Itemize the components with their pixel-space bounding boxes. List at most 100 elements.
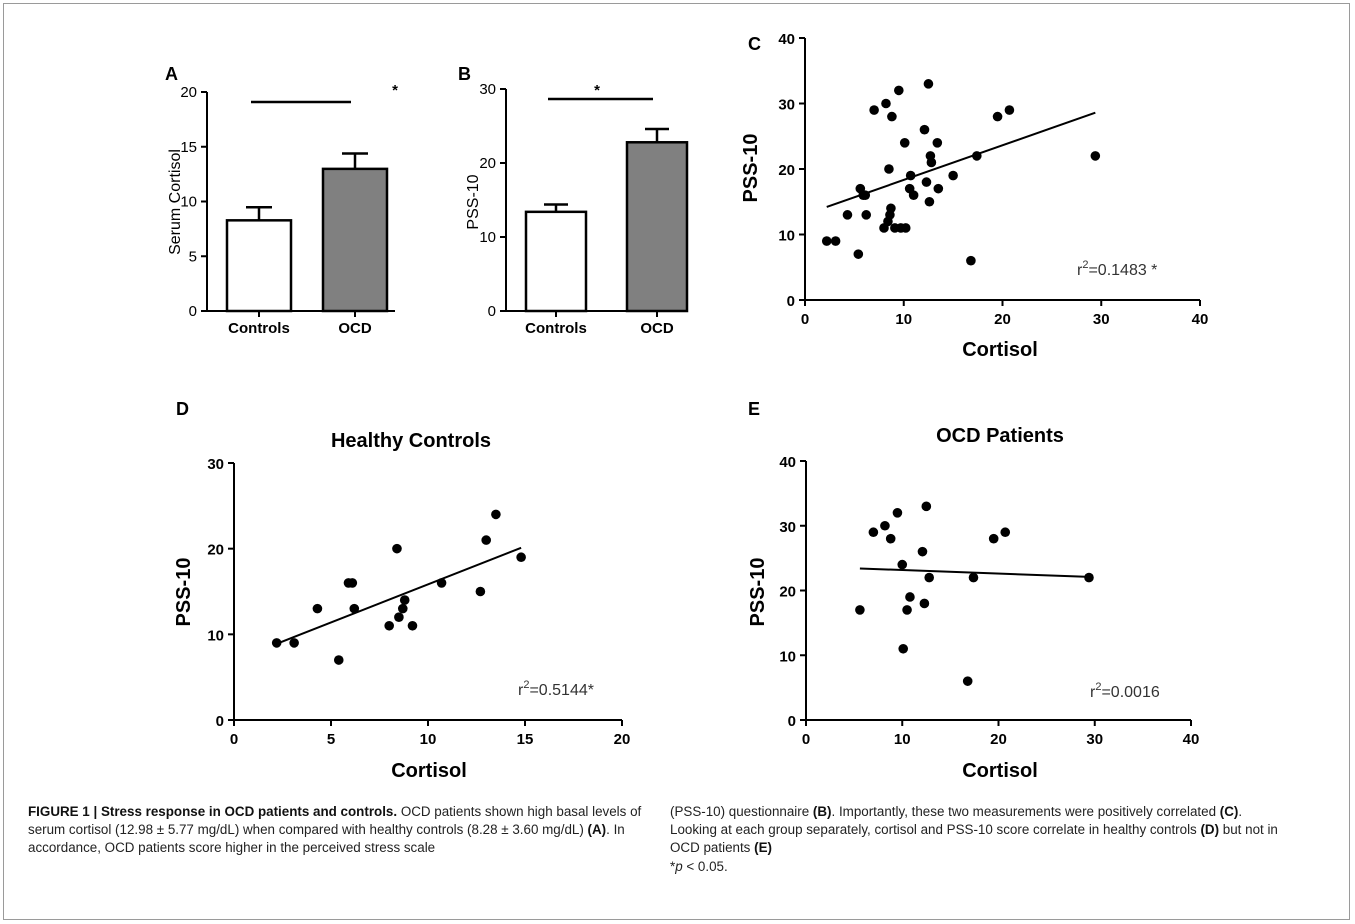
panel-c-xtick-label: 10 — [895, 311, 912, 328]
panel-a-bar-ocd — [321, 167, 389, 313]
panel-c-data-point — [842, 210, 853, 220]
panel-e-xtick-label: 20 — [990, 731, 1007, 748]
panel-a-bar-controls — [225, 219, 293, 313]
panel-c-ytick-label: 20 — [778, 162, 795, 179]
panel-e-data-point — [924, 572, 934, 583]
panel-b-ytick-label: 10 — [479, 229, 496, 246]
panel-e-data-point — [968, 572, 979, 583]
panel-c-ytick-label: 40 — [778, 31, 795, 48]
panel-e-data-point — [880, 520, 890, 531]
panel-c-data-point — [1090, 151, 1101, 161]
panel-c-data-point — [884, 164, 894, 174]
panel-c-plot: 0 10 20 30 40 0 10 20 30 40 — [778, 31, 1208, 328]
panel-c-data-point — [881, 98, 891, 109]
panel-e-data-point — [1000, 527, 1011, 538]
panel-e-data-point — [885, 533, 896, 544]
panel-c-data-point — [860, 190, 871, 200]
caption-text-7: * — [670, 858, 676, 874]
panel-e-ytick-label: 30 — [779, 519, 796, 536]
panel-c-xtick-label: 0 — [801, 311, 809, 328]
panel-c-ytick-label: 30 — [778, 97, 795, 114]
caption-text-3: (PSS-10) questionnaire — [670, 804, 813, 819]
caption-text-2: . In accordance, OCD patients score high… — [28, 822, 625, 856]
panel-e-ytick-label: 40 — [779, 454, 796, 471]
panel-b-ytick-label: 20 — [479, 155, 496, 172]
panel-e-ytick-label: 0 — [788, 713, 796, 730]
panel-a: A Serum Cortisol * 0 5 10 15 20 Controls OCD — [165, 64, 398, 337]
caption-text-1: OCD patients shown high basal levels of … — [28, 804, 642, 838]
panel-e-data-point — [962, 676, 973, 686]
panel-b-ytick-label: 30 — [479, 81, 496, 98]
panel-e-xlabel: Cortisol — [962, 760, 1038, 782]
panel-c-data-point — [830, 236, 841, 246]
panel-e-xtick-label: 0 — [802, 731, 810, 748]
panel-c-data-point — [921, 177, 932, 187]
panel-c-data-point — [821, 236, 832, 246]
panel-d-xtick-label: 20 — [614, 731, 631, 748]
panel-e-ylabel: PSS-10 — [747, 558, 769, 627]
panel-letter-c: C — [748, 34, 761, 54]
panel-d-data-point — [407, 620, 418, 631]
panel-c-ylabel: PSS-10 — [740, 134, 762, 203]
panel-e-data-point — [892, 508, 903, 518]
panel-c-data-point — [1004, 105, 1015, 115]
panel-a-category-label: OCD — [338, 320, 372, 337]
panel-b: B PSS-10 * 0 10 20 30 Controls OCD — [458, 64, 689, 337]
panel-e-title: OCD Patients — [936, 425, 1064, 447]
panel-letter-b: B — [458, 64, 471, 84]
panel-e-data-point — [1084, 572, 1094, 583]
panel-d-ytick-label: 30 — [207, 456, 224, 473]
panel-d-xlabel: Cortisol — [391, 760, 467, 782]
caption-ref-d: (D) — [1200, 822, 1220, 838]
panel-d-data-point — [491, 509, 501, 520]
panel-c-data-point — [926, 157, 937, 168]
panel-b-bar-ocd — [625, 141, 689, 313]
figure-caption: FIGURE 1 | Stress response in OCD patien… — [28, 803, 1328, 921]
caption-right-column: (PSS-10) questionnaire (B). Importantly,… — [670, 803, 1285, 876]
panel-d-data-point — [516, 552, 526, 563]
panel-b-ytick-label: 0 — [488, 303, 496, 320]
panel-b-ylabel: PSS-10 — [465, 174, 482, 229]
panel-e: E OCD Patients PSS-10 Cortisol r2=0.0016… — [747, 399, 1199, 782]
panel-d-ytick-label: 20 — [207, 542, 224, 559]
panel-letter-a: A — [165, 64, 178, 84]
caption-left-column: FIGURE 1 | Stress response in OCD patien… — [28, 803, 643, 858]
panel-e-data-point — [917, 546, 928, 557]
caption-figure-label: FIGURE 1 | Stress response in OCD patien… — [28, 804, 398, 819]
panel-c-data-point — [908, 190, 919, 200]
panel-c-data-point — [887, 111, 897, 122]
panel-d-xtick-label: 5 — [327, 731, 335, 748]
panel-d-r-squared: r2=0.5144* — [518, 679, 594, 699]
panel-c-xlabel: Cortisol — [962, 339, 1038, 361]
panel-e-data-point — [919, 598, 930, 609]
panel-d-xtick-label: 10 — [420, 731, 437, 748]
panel-d-data-point — [399, 595, 410, 605]
panel-d-data-point — [349, 603, 360, 614]
panel-d-data-point — [394, 612, 404, 622]
panel-c-data-point — [948, 170, 958, 181]
panel-c-xtick-label: 20 — [994, 311, 1011, 328]
panel-d-data-point — [436, 578, 447, 588]
panel-e-data-point — [921, 501, 932, 512]
panel-a-significance-star: * — [392, 82, 398, 99]
panel-d-data-point — [392, 543, 402, 554]
panel-d-data-point — [312, 603, 323, 614]
panel-d-data-point — [347, 578, 358, 588]
panel-e-data-point — [855, 605, 865, 615]
panel-letter-d: D — [176, 399, 189, 419]
panel-e-data-point — [902, 605, 912, 615]
panel-b-bar-controls — [524, 210, 588, 313]
panel-c-r-squared: r2=0.1483 * — [1077, 259, 1157, 279]
panel-c-data-point — [905, 170, 916, 181]
panel-c-ytick-label: 0 — [787, 293, 795, 310]
panel-b-category-label: Controls — [525, 320, 587, 337]
panel-d-title: Healthy Controls — [331, 430, 491, 452]
panel-c-data-point — [923, 79, 934, 89]
panel-d-data-point — [475, 586, 486, 597]
caption-text-6: but not in OCD patients — [670, 822, 1278, 856]
panel-letter-e: E — [748, 399, 760, 419]
panel-e-data-point — [905, 592, 915, 602]
panel-d-ylabel: PSS-10 — [173, 558, 195, 627]
caption-text-5: . Looking at each group separately, cort… — [670, 804, 1243, 838]
panel-d-ytick-label: 0 — [216, 713, 224, 730]
